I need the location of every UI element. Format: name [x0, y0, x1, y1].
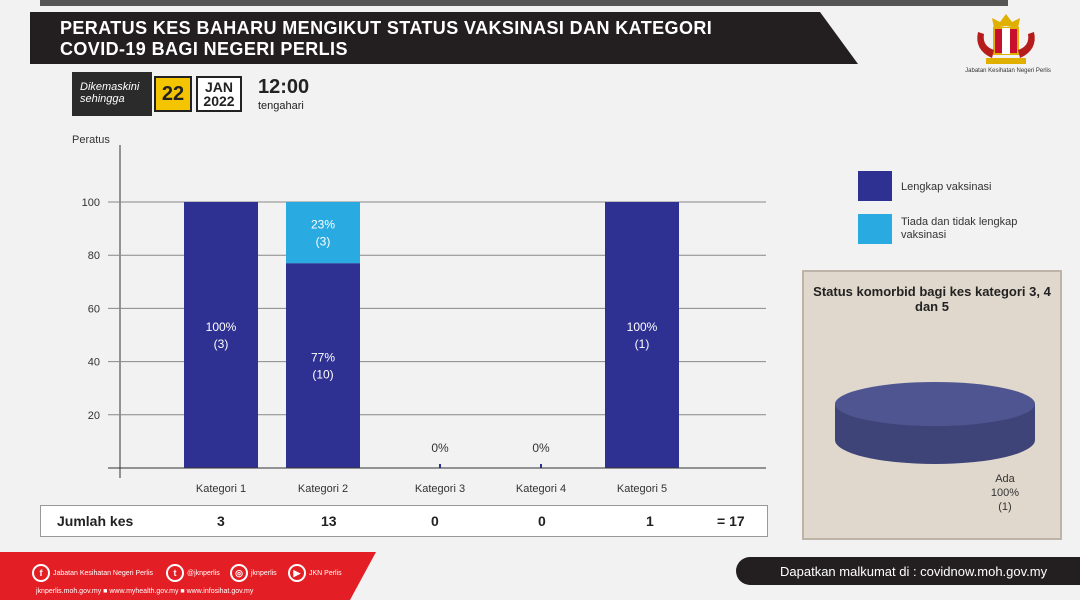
pie-label-name: Ada [995, 473, 1015, 485]
comorbid-pie-3d [835, 382, 1035, 464]
comorbid-pie-label: Ada 100% (1) [960, 472, 1050, 514]
update-time-note: tengahari [258, 100, 304, 112]
y-axis-label: Peratus [72, 134, 110, 146]
header-banner: PERATUS KES BAHARU MENGIKUT STATUS VAKSI… [30, 12, 858, 64]
page-title: PERATUS KES BAHARU MENGIKUT STATUS VAKSI… [60, 18, 713, 59]
crest-caption: Jabatan Kesihatan Negeri Perlis [965, 68, 1051, 74]
update-year: 2022 [203, 93, 235, 109]
total-kategori-1: 3 [217, 513, 225, 529]
bar-zero-4 [540, 464, 542, 468]
social-instagram[interactable]: ◎ jknperlis [230, 564, 277, 582]
youtube-icon: ▶ [288, 564, 306, 582]
total-label: Jumlah kes [57, 513, 134, 529]
total-kategori-3: 0 [431, 513, 439, 529]
update-month-year: JAN 2022 [196, 76, 242, 112]
bar-count-label: (1) [635, 337, 650, 351]
update-label: Dikemaskini sehingga [72, 72, 152, 116]
social-facebook-label: Jabatan Kesihatan Negeri Perlis [53, 569, 154, 577]
bar-pct-label: 100% [206, 320, 237, 334]
y-tick-label: 40 [88, 357, 100, 369]
social-twitter-label: @jknperlis [187, 569, 220, 577]
comorbid-title: Status komorbid bagi kes kategori 3, 4 d… [813, 284, 1051, 314]
bar-zero-3 [439, 464, 441, 468]
footer-source-bar: Dapatkan malkumat di : covidnow.moh.gov.… [736, 557, 1080, 585]
y-tick-label: 20 [88, 410, 100, 422]
legend-swatch-complete [858, 171, 892, 201]
bar-count-label: (3) [214, 337, 229, 351]
bar-zero-label: 0% [431, 441, 449, 455]
total-kategori-5: 1 [646, 513, 654, 529]
x-tick-label: Kategori 2 [298, 483, 348, 495]
bar-pct-label: 100% [627, 320, 658, 334]
bar-complete-2 [286, 263, 360, 468]
coat-of-arms-logo [977, 14, 1035, 64]
total-cases-row: Jumlah kes 3 13 0 0 1 = 17 [40, 505, 768, 537]
social-twitter[interactable]: t @jknperlis [166, 564, 220, 582]
bar-count-label: (10) [312, 368, 333, 382]
total-kategori-2: 13 [321, 513, 337, 529]
footer-links[interactable]: jknperlis.moh.gov.my ■ www.myhealth.gov.… [36, 588, 254, 595]
update-month: JAN [204, 79, 233, 95]
social-facebook[interactable]: f Jabatan Kesihatan Negeri Perlis [32, 564, 153, 582]
social-youtube[interactable]: ▶ JKN Perlis [288, 564, 342, 582]
total-kategori-4: 0 [538, 513, 546, 529]
x-tick-label: Kategori 4 [516, 483, 566, 495]
social-youtube-label: JKN Perlis [309, 569, 342, 577]
instagram-icon: ◎ [230, 564, 248, 582]
top-rule [40, 0, 1008, 6]
legend-swatch-incomplete [858, 214, 892, 244]
update-time: 12:00 [258, 76, 310, 98]
bar-count-label: (3) [316, 235, 331, 249]
pie-slice-ada [835, 382, 1035, 426]
bar-incomplete-2 [286, 202, 360, 264]
y-tick-label: 60 [88, 303, 100, 315]
footer-social-bar [0, 552, 376, 600]
pie-label-count: (1) [998, 501, 1012, 513]
bar-pct-label: 23% [311, 218, 335, 232]
y-tick-label: 80 [88, 250, 100, 262]
twitter-icon: t [166, 564, 184, 582]
x-tick-label: Kategori 3 [415, 483, 465, 495]
x-tick-label: Kategori 5 [617, 483, 667, 495]
facebook-icon: f [32, 564, 50, 582]
bar-zero-label: 0% [532, 441, 550, 455]
legend-label-incomplete: Tiada dan tidak lengkap vaksinasi [901, 216, 1018, 241]
y-tick-label: 100 [82, 197, 100, 209]
update-day: 22 [154, 76, 192, 112]
bar-complete-5 [605, 202, 679, 468]
bar-pct-label: 77% [311, 351, 335, 365]
x-tick-label: Kategori 1 [196, 483, 246, 495]
bar-complete-1 [184, 202, 258, 468]
pie-label-pct: 100% [990, 487, 1020, 499]
footer-source-text[interactable]: Dapatkan malkumat di : covidnow.moh.gov.… [780, 564, 1048, 579]
total-sum: = 17 [717, 513, 745, 529]
legend-label-complete: Lengkap vaksinasi [901, 181, 992, 193]
social-instagram-label: jknperlis [251, 569, 277, 577]
